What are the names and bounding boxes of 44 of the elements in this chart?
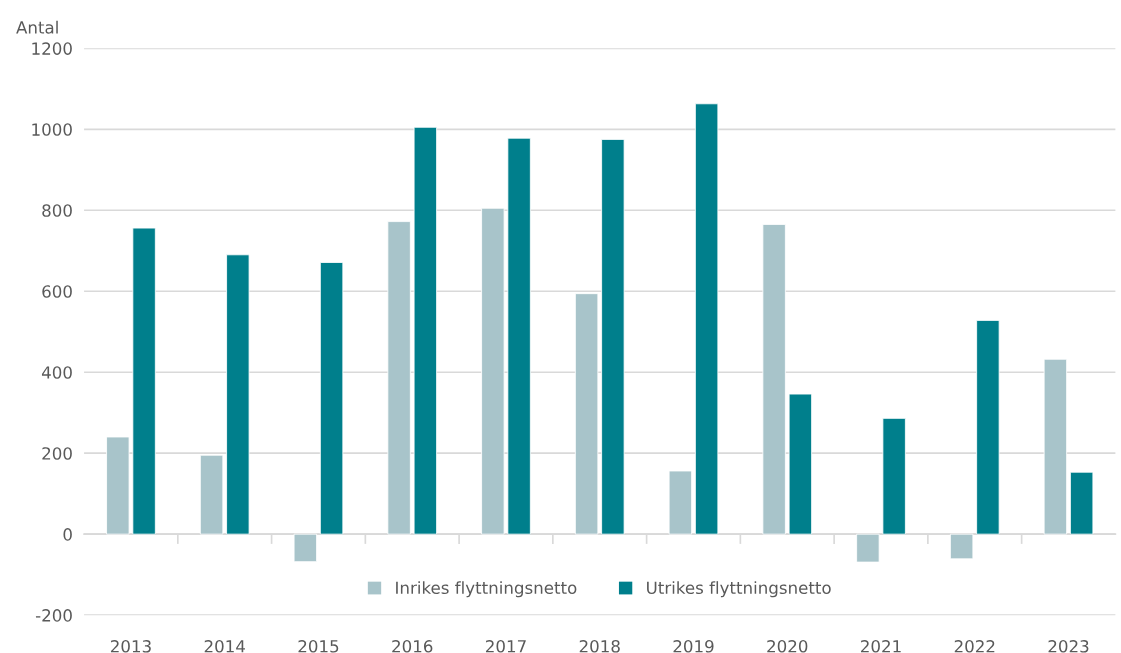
x-tick-label: 2018 bbox=[579, 640, 620, 653]
y-tick-label: 600 bbox=[42, 285, 72, 298]
bar bbox=[694, 103, 719, 535]
legend-label: Inrikes flyttningsnetto bbox=[396, 581, 577, 598]
y-tick-label: 400 bbox=[41, 366, 72, 379]
bar bbox=[1069, 471, 1094, 535]
bar bbox=[949, 533, 974, 560]
bar bbox=[481, 207, 505, 535]
bar bbox=[319, 262, 344, 535]
y-tick-label: 1200 bbox=[32, 42, 72, 55]
bar bbox=[507, 137, 531, 535]
x-tick-label: 2022 bbox=[954, 640, 995, 653]
bar bbox=[132, 227, 156, 535]
x-tick-label: 2021 bbox=[861, 640, 901, 653]
bar bbox=[574, 293, 599, 535]
legend-label: Utrikes flyttningsnetto bbox=[647, 581, 831, 598]
y-tick-label: 1000 bbox=[32, 123, 72, 136]
y-tick-label: -200 bbox=[35, 609, 72, 622]
bar bbox=[387, 221, 411, 535]
bar bbox=[882, 417, 906, 535]
x-tick-label: 2015 bbox=[298, 640, 339, 653]
bar bbox=[1043, 358, 1068, 535]
y-axis-title: Antal bbox=[16, 20, 58, 34]
x-tick-label: 2017 bbox=[485, 640, 526, 653]
bar bbox=[788, 393, 813, 535]
bar bbox=[856, 533, 880, 563]
bar bbox=[106, 436, 130, 535]
bar bbox=[199, 454, 224, 535]
bar bbox=[226, 254, 250, 535]
bar bbox=[668, 470, 693, 535]
bar bbox=[413, 126, 438, 535]
y-tick-label: 0 bbox=[63, 528, 72, 541]
x-tick-label: 2013 bbox=[110, 640, 151, 653]
bar bbox=[762, 224, 786, 535]
x-tick-label: 2014 bbox=[204, 640, 245, 653]
x-tick-label: 2019 bbox=[673, 640, 714, 653]
x-tick-label: 2016 bbox=[392, 640, 433, 653]
bar bbox=[601, 139, 625, 535]
x-tick-label: 2023 bbox=[1048, 640, 1089, 653]
x-tick-label: 2020 bbox=[767, 640, 808, 653]
y-tick-label: 200 bbox=[42, 447, 72, 460]
y-tick-label: 800 bbox=[42, 204, 72, 217]
bar bbox=[976, 319, 1000, 535]
bar bbox=[293, 533, 318, 563]
